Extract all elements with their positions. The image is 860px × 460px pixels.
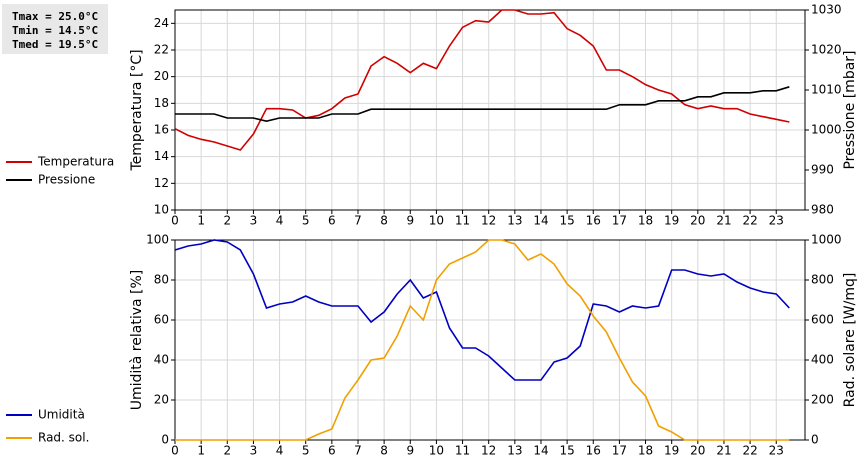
y-tick-label: 12 xyxy=(154,176,169,190)
x-tick-label: 12 xyxy=(481,444,496,458)
legend-label: Rad. sol. xyxy=(38,431,89,445)
y2-tick-label: 1000 xyxy=(811,123,842,137)
x-tick-label: 23 xyxy=(769,214,784,228)
x-tick-label: 1 xyxy=(197,214,205,228)
y-axis-label: Temperatura [°C] xyxy=(129,49,145,171)
y-tick-label: 14 xyxy=(154,149,169,163)
x-tick-label: 9 xyxy=(406,444,414,458)
x-tick-label: 15 xyxy=(559,444,574,458)
legend-label: Umidità xyxy=(38,408,85,422)
x-tick-label: 19 xyxy=(664,214,679,228)
x-tick-label: 3 xyxy=(250,444,258,458)
y2-tick-label: 990 xyxy=(811,163,834,177)
x-tick-label: 4 xyxy=(276,444,284,458)
x-tick-label: 1 xyxy=(197,444,205,458)
data-line xyxy=(174,9,790,151)
y2-tick-label: 200 xyxy=(811,393,834,407)
x-tick-label: 16 xyxy=(586,444,601,458)
y2-tick-label: 400 xyxy=(811,353,834,367)
y-tick-label: 10 xyxy=(154,203,169,217)
x-tick-label: 18 xyxy=(638,214,653,228)
x-tick-label: 21 xyxy=(716,444,731,458)
y-tick-label: 18 xyxy=(154,96,169,110)
x-tick-label: 10 xyxy=(429,444,444,458)
x-tick-label: 7 xyxy=(354,214,362,228)
annotation-box xyxy=(2,4,108,54)
y2-axis-label: Pressione [mbar] xyxy=(842,50,858,169)
y-tick-label: 24 xyxy=(154,16,169,30)
x-tick-label: 11 xyxy=(455,444,470,458)
plot-frame xyxy=(174,239,806,441)
plot-frame xyxy=(174,9,806,211)
x-tick-label: 17 xyxy=(612,214,627,228)
y-tick-label: 100 xyxy=(146,233,169,247)
y2-tick-label: 800 xyxy=(811,273,834,287)
x-tick-label: 2 xyxy=(223,214,231,228)
x-tick-label: 6 xyxy=(328,444,336,458)
y2-tick-label: 1010 xyxy=(811,83,842,97)
y-tick-label: 40 xyxy=(154,353,169,367)
annotation: Tmin = 14.5°C xyxy=(12,24,98,37)
data-line xyxy=(175,86,790,123)
x-tick-label: 13 xyxy=(507,214,522,228)
y-tick-label: 20 xyxy=(154,69,169,83)
x-tick-label: 22 xyxy=(742,444,757,458)
x-tick-label: 16 xyxy=(586,214,601,228)
y2-tick-label: 0 xyxy=(811,433,819,447)
y-axis-label: Umidità relativa [%] xyxy=(129,270,145,411)
x-tick-label: 10 xyxy=(429,214,444,228)
x-tick-label: 18 xyxy=(638,444,653,458)
x-tick-label: 20 xyxy=(690,214,705,228)
y2-tick-label: 1030 xyxy=(811,3,842,17)
x-tick-label: 0 xyxy=(171,214,179,228)
x-tick-label: 5 xyxy=(302,214,310,228)
x-tick-label: 7 xyxy=(354,444,362,458)
y2-tick-label: 1000 xyxy=(811,233,842,247)
y-tick-label: 22 xyxy=(154,43,169,57)
legend-label: Pressione xyxy=(38,173,95,187)
y2-axis-label: Rad. solare [W/mq] xyxy=(842,273,858,408)
x-tick-label: 19 xyxy=(664,444,679,458)
x-tick-label: 20 xyxy=(690,444,705,458)
x-tick-label: 6 xyxy=(328,214,336,228)
legend-label: Temperatura xyxy=(37,155,114,169)
y-tick-label: 20 xyxy=(154,393,169,407)
x-tick-label: 22 xyxy=(742,214,757,228)
x-tick-label: 8 xyxy=(380,214,388,228)
data-line xyxy=(174,239,790,381)
x-tick-label: 14 xyxy=(533,214,548,228)
x-tick-label: 4 xyxy=(276,214,284,228)
x-tick-label: 14 xyxy=(533,444,548,458)
x-tick-label: 11 xyxy=(455,214,470,228)
x-tick-label: 17 xyxy=(612,444,627,458)
x-tick-label: 9 xyxy=(406,214,414,228)
y-tick-label: 0 xyxy=(161,433,169,447)
x-tick-label: 12 xyxy=(481,214,496,228)
y-tick-label: 16 xyxy=(154,123,169,137)
x-tick-label: 21 xyxy=(716,214,731,228)
annotation: Tmed = 19.5°C xyxy=(12,38,98,51)
x-tick-label: 2 xyxy=(223,444,231,458)
y-tick-label: 60 xyxy=(154,313,169,327)
y2-tick-label: 980 xyxy=(811,203,834,217)
annotation: Tmax = 25.0°C xyxy=(12,10,98,23)
x-tick-label: 13 xyxy=(507,444,522,458)
data-line xyxy=(175,239,790,441)
y2-tick-label: 600 xyxy=(811,313,834,327)
x-tick-label: 5 xyxy=(302,444,310,458)
x-tick-label: 3 xyxy=(250,214,258,228)
x-tick-label: 0 xyxy=(171,444,179,458)
x-tick-label: 15 xyxy=(559,214,574,228)
y-tick-label: 80 xyxy=(154,273,169,287)
x-tick-label: 8 xyxy=(380,444,388,458)
x-tick-label: 23 xyxy=(769,444,784,458)
y2-tick-label: 1020 xyxy=(811,43,842,57)
